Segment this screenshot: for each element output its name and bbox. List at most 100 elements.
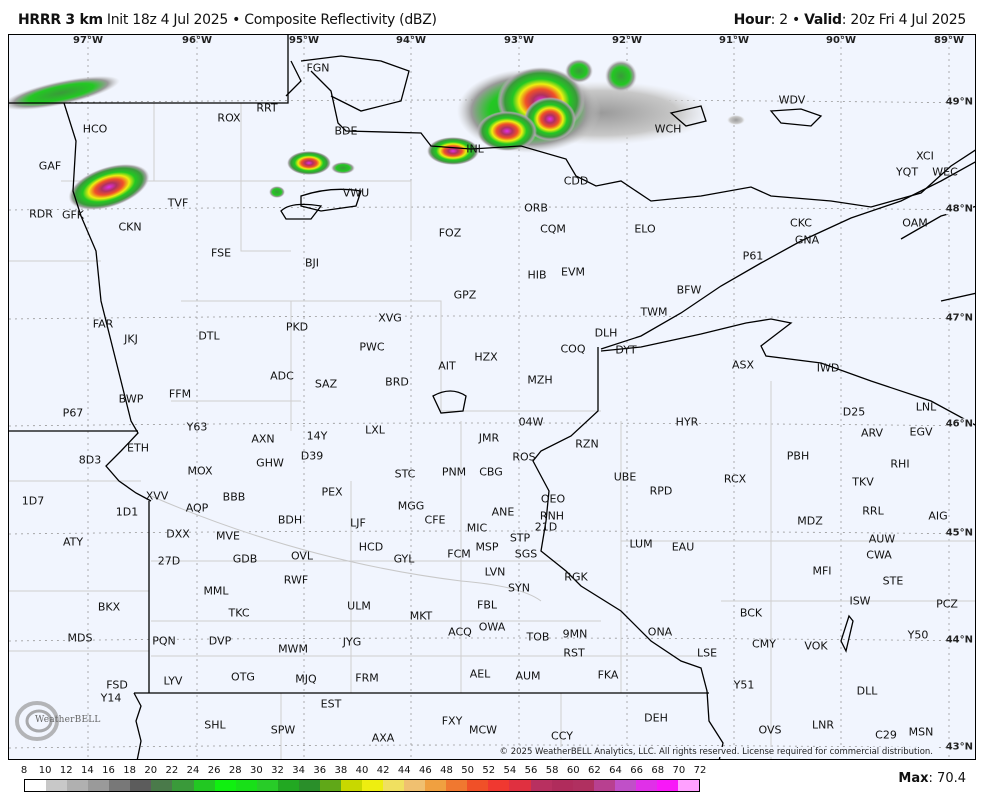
station-label: DTL [198,329,220,343]
station-label: MFI [812,564,832,578]
station-label: FXY [441,714,463,728]
station-label: AEL [469,667,491,681]
station-label: BJI [304,256,320,270]
station-label: FOZ [438,226,462,240]
station-label: RRT [256,101,278,115]
colorbar-swatch [530,780,552,791]
colorbar-swatch [151,780,173,791]
separator: • [791,12,800,28]
colorbar-swatch [677,780,699,791]
colorbar-tick-label: 18 [123,765,136,776]
station-label: FCM [447,547,471,561]
station-label: Y14 [100,691,122,705]
station-label: BRD [385,375,409,389]
station-label: PCZ [936,597,958,611]
colorbar-swatch [467,780,489,791]
station-label: RHI [890,457,910,471]
station-label: ATY [62,535,84,549]
station-label: MGG [397,499,425,513]
station-label: P67 [62,406,84,420]
colorbar-tick-label: 30 [250,765,263,776]
station-label: 1D1 [115,505,139,519]
swirl-icon [15,701,59,741]
station-label: VOK [804,639,828,653]
station-label: FKA [597,668,619,682]
colorbar-tick-label: 44 [397,765,411,776]
colorbar-swatch [256,780,278,791]
longitude-label: 95°W [289,35,319,46]
station-label: ASX [731,358,755,372]
colorbar-tick-label: 42 [376,765,390,776]
station-label: DVP [208,634,232,648]
longitude-label: 92°W [612,35,642,46]
station-label: LXL [365,423,385,437]
station-label: ROS [512,450,536,464]
station-label: HZX [474,350,498,364]
station-label: MSP [475,540,499,554]
logo-text: WeatherBELL [35,715,101,725]
colorbar-tick-label: 64 [609,765,622,776]
station-label: EAU [671,540,695,554]
station-label: BBB [222,490,246,504]
station-label: EST [320,697,342,711]
station-label: GAF [38,159,62,173]
station-label: Y63 [186,420,208,434]
station-label: JYG [342,635,362,649]
station-label: JKJ [124,332,138,346]
station-label: RCX [723,472,747,486]
colorbar-tick-label: 60 [566,765,580,776]
colorbar-tick-label: 46 [419,765,432,776]
longitude-label: 96°W [182,35,212,46]
colorbar-swatch [67,780,89,791]
station-label: EGV [909,425,933,439]
station-label: SGS [514,547,538,561]
longitude-label: 97°W [73,35,103,46]
weatherbell-logo: WeatherBELL [15,699,100,743]
station-label: EVM [561,265,585,279]
longitude-label: 94°W [396,35,426,46]
station-label: CKC [790,216,812,230]
colorbar-swatch [425,780,447,791]
colorbar-swatch [383,780,405,791]
station-label: PKD [285,320,309,334]
colorbar-swatch [25,780,47,791]
colorbar-swatch [614,780,636,791]
station-label: RGK [564,570,588,584]
station-label: 8D3 [78,453,102,467]
station-label: TWM [640,305,668,319]
max-label: Max [898,771,929,786]
station-label: 14Y [306,429,328,443]
station-label: CMY [752,637,776,651]
station-label: OWA [478,620,506,634]
station-label: HIB [527,268,547,282]
colorbar-tick-label: 14 [81,765,94,776]
station-label: MSN [908,725,934,739]
station-label: RWF [283,573,309,587]
station-label: BWP [118,392,144,406]
hour-label: Hour [733,12,771,28]
latitude-label: 43°N [945,741,973,753]
station-label: MOX [187,464,213,478]
colorbar-swatch [509,780,531,791]
colorbar-tick-label: 52 [482,765,496,776]
colorbar-tick-label: 50 [461,765,474,776]
colorbar-tick-label: 36 [313,765,327,776]
colorbar-tick-label: 28 [228,765,242,776]
station-label: D39 [300,449,324,463]
station-label: BKX [97,600,121,614]
station-label: CDD [563,174,589,188]
colorbar-swatch [446,780,468,791]
station-label: MIC [466,521,488,535]
station-label: RZN [575,437,599,451]
station-label: SAZ [314,377,338,391]
station-label: OVL [290,549,314,563]
station-label: HCO [82,122,108,136]
station-label: GHW [256,456,284,470]
copyright-notice: © 2025 WeatherBELL Analytics, LLC. All r… [497,747,935,757]
longitude-label: 93°W [504,35,534,46]
station-label: YQT [895,165,919,179]
colorbar-tick-label: 32 [271,765,284,776]
station-label: AXN [251,432,275,446]
reflectivity-map[interactable]: 97°W 96°W 95°W 94°W 93°W 92°W 91°W 90°W 89°W 49°… [8,34,976,760]
colorbar-swatch [340,780,362,791]
